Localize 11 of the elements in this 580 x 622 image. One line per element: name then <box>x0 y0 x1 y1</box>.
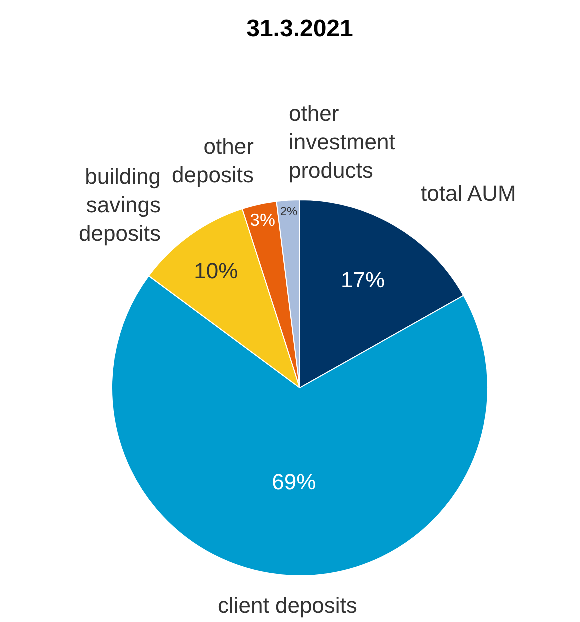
data-label: 2% <box>280 204 298 218</box>
data-label: 10% <box>194 258 238 284</box>
data-label: 17% <box>341 268 386 293</box>
slice-label: other deposits <box>172 134 254 188</box>
slice-label: client deposits <box>218 593 358 618</box>
data-label: 69% <box>272 469 316 494</box>
chart-title: 31.3.2021 <box>246 15 354 42</box>
slice-label: other investment products <box>289 101 396 184</box>
data-label: 3% <box>250 210 276 230</box>
slice-label: building savings deposits <box>79 164 161 246</box>
slice-label: total AUM <box>421 181 516 206</box>
